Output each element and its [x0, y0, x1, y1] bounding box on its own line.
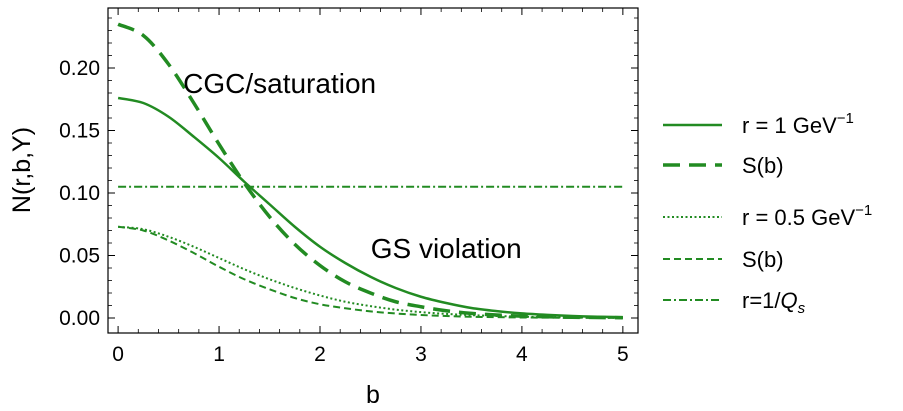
x-tick-label: 5 — [617, 343, 629, 366]
legend-label-series-5: r=1/Qs — [742, 288, 806, 317]
series-line-3 — [118, 225, 623, 319]
plot-frame — [107, 7, 639, 334]
x-tick-label: 1 — [213, 343, 225, 366]
series-line-1 — [117, 96, 623, 319]
x-tick-label: 3 — [415, 343, 427, 366]
ticks: 0 1 2 3 4 5 0.00 0.05 0.10 0.15 0.20 — [59, 8, 638, 366]
annotation-cgc-saturation: CGC/saturation — [183, 68, 376, 99]
y-tick-label: 0.10 — [59, 182, 100, 205]
x-tick-label: 0 — [112, 343, 124, 366]
x-axis-title: b — [366, 381, 380, 409]
y-axis-title: N(r,b,Y) — [8, 127, 36, 213]
y-tick-label: 0.20 — [59, 57, 100, 80]
legend-label-series-1: r = 1 GeV−1 — [742, 110, 854, 138]
series-lines — [117, 22, 623, 320]
series-line-4 — [117, 225, 623, 319]
y-tick-label: 0.00 — [59, 307, 100, 330]
legend-label-series-3: r = 0.5 GeV−1 — [742, 202, 872, 230]
legend: r = 1 GeV−1 S(b) r = 0.5 GeV−1 S(b) r=1/… — [663, 110, 872, 317]
legend-label-series-4: S(b) — [742, 247, 784, 272]
y-tick-label: 0.05 — [59, 245, 100, 268]
y-tick-label: 0.15 — [59, 120, 100, 143]
x-tick-label: 2 — [314, 343, 326, 366]
legend-label-series-2: S(b) — [742, 153, 784, 178]
annotation-gs-violation: GS violation — [371, 233, 522, 264]
x-tick-label: 4 — [516, 343, 528, 366]
series-line-2 — [117, 22, 623, 320]
